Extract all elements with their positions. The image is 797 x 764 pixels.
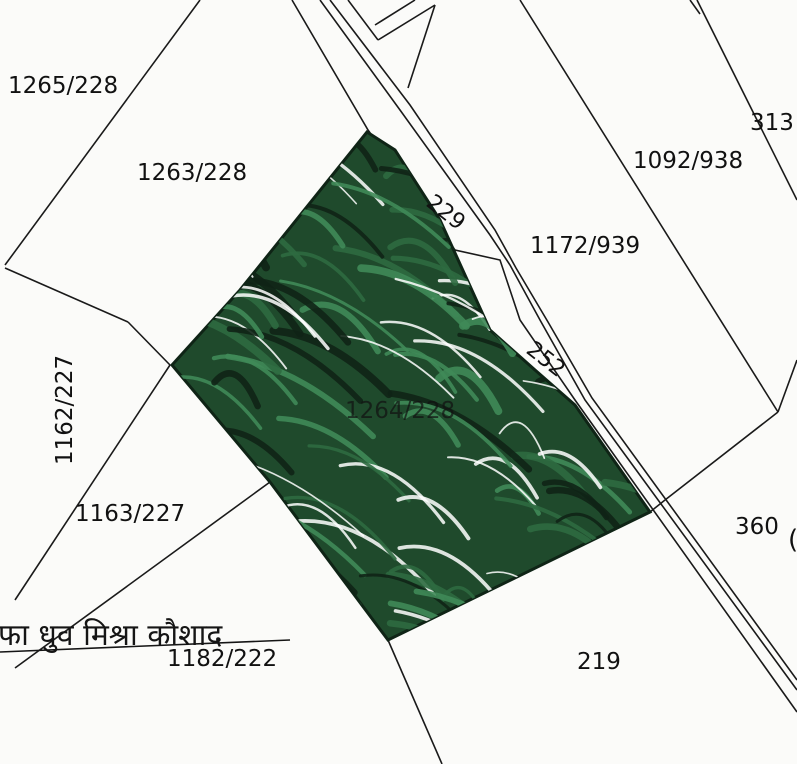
marker-stroke [177, 222, 252, 264]
parcel-label-1092: 1092/938 [633, 148, 743, 174]
marker-stroke [172, 511, 268, 569]
marker-stroke [230, 293, 330, 351]
marker-stroke [446, 456, 537, 507]
marker-stroke [226, 326, 364, 404]
marker-stroke [534, 306, 611, 351]
marker-stroke [634, 170, 650, 247]
marker-stroke [475, 597, 532, 640]
marker-stroke [601, 478, 650, 561]
marker-stroke [216, 571, 286, 614]
marker-stroke [204, 574, 316, 640]
marker-stroke [546, 271, 650, 336]
marker-stroke [393, 351, 479, 402]
parcel-label-1172: 1172/939 [530, 233, 640, 259]
edge-mark: ( [788, 525, 797, 555]
marker-stroke [600, 181, 650, 232]
marker-stroke [386, 619, 531, 640]
marker-stroke [530, 599, 623, 640]
marker-stroke [280, 502, 357, 550]
marker-stroke [627, 385, 650, 420]
parcel-label-219: 219 [577, 649, 621, 675]
parcel-label-1182: 1182/222 [167, 646, 277, 672]
marker-stroke [211, 354, 298, 406]
marker-stroke [548, 299, 640, 354]
parcel-label-313: 313 [750, 110, 794, 136]
marker-stroke [233, 277, 352, 346]
parcel-labels: 1265/228 1263/228 1092/938 313 1172/939 … [8, 73, 794, 675]
marker-stroke [280, 251, 366, 302]
road-229-252 [291, 0, 797, 713]
marker-stroke [338, 462, 446, 525]
marker-stroke [224, 584, 344, 640]
marker-stroke [331, 181, 451, 249]
marker-stroke [388, 564, 445, 603]
marker-stroke [176, 526, 267, 581]
marker-stroke [596, 252, 647, 292]
marker-stroke [211, 370, 261, 410]
marker-stroke [269, 326, 393, 399]
marker-stroke [483, 165, 583, 224]
handwritten-underline [0, 639, 291, 653]
marker-stroke [387, 390, 533, 473]
marker-stroke [541, 479, 610, 521]
marker-stroke [466, 170, 557, 223]
marker-stroke [181, 234, 254, 278]
parcel-label-1265: 1265/228 [8, 73, 118, 99]
marker-stroke [396, 495, 471, 541]
marker-stroke [279, 279, 410, 353]
parcel-label-1162: 1162/227 [52, 355, 78, 465]
marker-stroke [402, 408, 461, 448]
marker-stroke [207, 227, 270, 272]
marker-stroke [631, 534, 650, 619]
marker-stroke [394, 400, 513, 468]
marker-stroke [624, 291, 650, 348]
marker-stroke [307, 444, 411, 503]
handwritten-note: फा धुव मिश्रा कौशाद [0, 618, 223, 654]
marker-stroke [215, 497, 290, 544]
marker-stroke [379, 320, 482, 379]
marker-stroke [530, 161, 620, 213]
marker-stroke [283, 495, 397, 561]
parcel-label-360: 360 [735, 514, 779, 540]
parcel-label-1163: 1163/227 [75, 501, 185, 527]
marker-stroke [632, 578, 650, 624]
marker-stroke [334, 626, 468, 640]
marker-stroke [340, 334, 455, 399]
parcel-label-1263: 1263/228 [137, 160, 247, 186]
marker-stroke [498, 421, 546, 459]
marker-stroke [537, 449, 603, 490]
marker-stroke [594, 302, 650, 346]
marker-stroke [546, 593, 650, 640]
marker-stroke [546, 486, 623, 533]
marker-stroke [413, 339, 545, 414]
parcel-label-1264: 1264/228 [345, 398, 455, 424]
marker-stroke [624, 283, 650, 362]
marker-stroke [181, 432, 241, 473]
marker-stroke [493, 601, 557, 639]
marker-stroke [552, 188, 609, 230]
marker-stroke [387, 237, 459, 286]
